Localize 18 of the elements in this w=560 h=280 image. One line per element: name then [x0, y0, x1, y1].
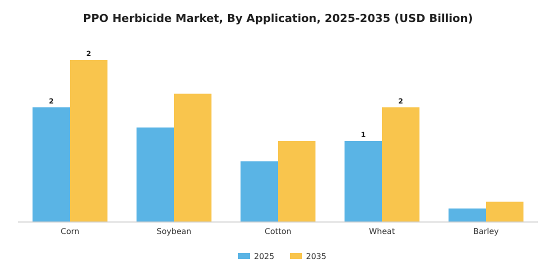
bar	[240, 161, 278, 222]
legend-label: 2035	[306, 252, 326, 261]
bar	[344, 141, 382, 222]
x-tick-label: Soybean	[156, 227, 192, 236]
bar	[136, 128, 174, 222]
legend-label: 2025	[254, 252, 274, 261]
chart-title: PPO Herbicide Market, By Application, 2025-2035 (USD Billion)	[83, 12, 473, 25]
bar	[382, 107, 420, 222]
x-tick-label: Corn	[60, 227, 80, 236]
bar	[278, 141, 316, 222]
bar	[448, 208, 486, 222]
bar	[32, 107, 70, 222]
bar	[70, 60, 108, 222]
x-tick-label: Barley	[473, 227, 500, 236]
bar	[486, 202, 524, 222]
x-tick-label: Cotton	[264, 227, 292, 236]
x-tick-label: Wheat	[369, 227, 395, 236]
bar	[174, 94, 212, 222]
